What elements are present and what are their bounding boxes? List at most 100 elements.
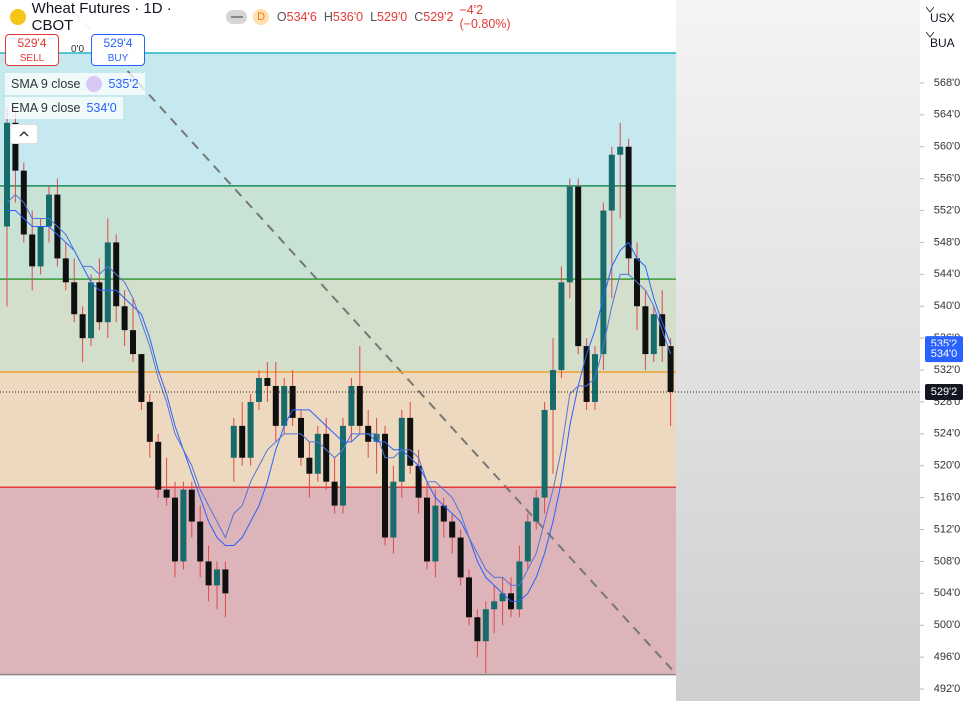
quote-value: 534'6 (286, 10, 317, 24)
quote-item: L529'0 (370, 10, 407, 24)
indicator-value: 534'0 (86, 101, 117, 115)
indicator-name: SMA 9 close (11, 77, 81, 91)
symbol-title[interactable]: Wheat Futures · 1D · CBOT (31, 0, 172, 34)
y-tick-label: 544'0 (934, 268, 961, 280)
candle-body (541, 409, 548, 498)
candle-body (163, 489, 170, 498)
dropdown-arrow (926, 7, 934, 13)
y-tick-label: 552'0 (934, 204, 961, 216)
candle-body (499, 593, 506, 602)
y-tick-label: 520'0 (934, 460, 961, 472)
candle-body (46, 194, 52, 227)
candle-body (491, 601, 498, 610)
unit: BUA (930, 36, 955, 50)
candle-body (62, 258, 69, 283)
candle-body (482, 609, 489, 642)
candle-body (37, 226, 44, 267)
quote-item: C529'2 (414, 10, 453, 24)
y-tick-label: 496'0 (934, 651, 961, 663)
y-tick-label: 532'0 (934, 364, 961, 376)
candle-body (617, 146, 624, 155)
candle-body (356, 385, 363, 426)
currency-dropdown[interactable]: USX (926, 7, 970, 29)
unit-dropdown[interactable]: BUA (926, 32, 970, 54)
candle-body (457, 537, 464, 578)
candle-body (466, 577, 472, 618)
y-tick-label: 564'0 (934, 109, 961, 121)
candle-body (440, 505, 447, 522)
quote-key: C (414, 10, 424, 24)
quote-value: 529'2 (423, 10, 454, 24)
indicator-value: 535'2 (108, 77, 139, 91)
candle-body (642, 306, 649, 355)
candle-body (449, 521, 456, 538)
currency: USX (930, 11, 955, 25)
candle-body (130, 330, 136, 355)
interval-badge: D (253, 9, 269, 25)
candle-body (432, 505, 439, 562)
candle-body (12, 122, 19, 171)
candle-body (172, 497, 178, 562)
candle-body (306, 457, 313, 474)
empty-future-area (676, 0, 920, 701)
indicator-legend[interactable]: EMA 9 close 534'0 (5, 97, 123, 119)
candle-body (390, 481, 397, 538)
candle-body (373, 433, 380, 442)
candle-body (281, 385, 288, 426)
candle-body (289, 385, 296, 418)
candle-body (247, 401, 254, 458)
y-tick-label: 500'0 (934, 619, 961, 631)
candle-body (474, 617, 481, 642)
sell-button[interactable]: 529'4 SELL (5, 34, 59, 66)
indicator-legend[interactable]: SMA 9 close 535'2 (5, 73, 145, 95)
candle-body (340, 425, 346, 506)
candle-body (96, 282, 103, 323)
candle-body (155, 441, 162, 490)
quote-item: O534'6 (277, 10, 317, 24)
indicator-name: EMA 9 close (11, 101, 81, 115)
y-tick-label: 540'0 (934, 300, 961, 312)
trend-line (62, 0, 677, 675)
candle-body (256, 378, 262, 402)
sell-price: 529'4 (17, 36, 47, 50)
dropdown-arrow (926, 32, 934, 38)
candle-body (667, 346, 674, 392)
y-tick-label: 508'0 (934, 555, 961, 567)
candle-body (146, 401, 153, 442)
symbol-logo (10, 9, 26, 25)
candle-body (205, 561, 212, 586)
ohlc-values: O534'6 H536'0 L529'0 C529'2 (275, 10, 454, 24)
candle-body (407, 417, 414, 466)
candle-body (138, 354, 145, 402)
quote-item: H536'0 (324, 10, 363, 24)
candle-body (222, 569, 229, 594)
candle-body (558, 282, 565, 371)
candle-body (550, 370, 556, 410)
last-price-label: 529'2 (931, 386, 958, 398)
candle-body (600, 210, 607, 355)
buy-button[interactable]: 529'4 BUY (91, 34, 145, 66)
y-tick-label: 512'0 (934, 523, 961, 535)
candle-body (348, 385, 355, 426)
candle-body (323, 433, 330, 482)
candle-body (214, 569, 220, 586)
candle-body (272, 385, 279, 426)
candle-body (4, 122, 10, 227)
candle-body (29, 234, 36, 267)
price-change: −4'2 (−0.80%) (459, 3, 511, 31)
level-band (0, 185, 676, 280)
candle-body (424, 497, 430, 562)
visibility-toggle[interactable] (225, 10, 248, 24)
chevron-icon (19, 130, 29, 137)
collapse-button[interactable] (10, 124, 38, 144)
y-tick-label: 556'0 (934, 173, 961, 185)
candle-body (104, 242, 111, 323)
buy-label: BUY (107, 53, 129, 64)
candle-body (608, 154, 615, 211)
sell-label: SELL (19, 53, 45, 64)
y-tick-label: 504'0 (934, 587, 961, 599)
candle-body (121, 306, 128, 331)
y-tick-label: 548'0 (934, 236, 961, 248)
quote-value: 529'0 (377, 10, 408, 24)
